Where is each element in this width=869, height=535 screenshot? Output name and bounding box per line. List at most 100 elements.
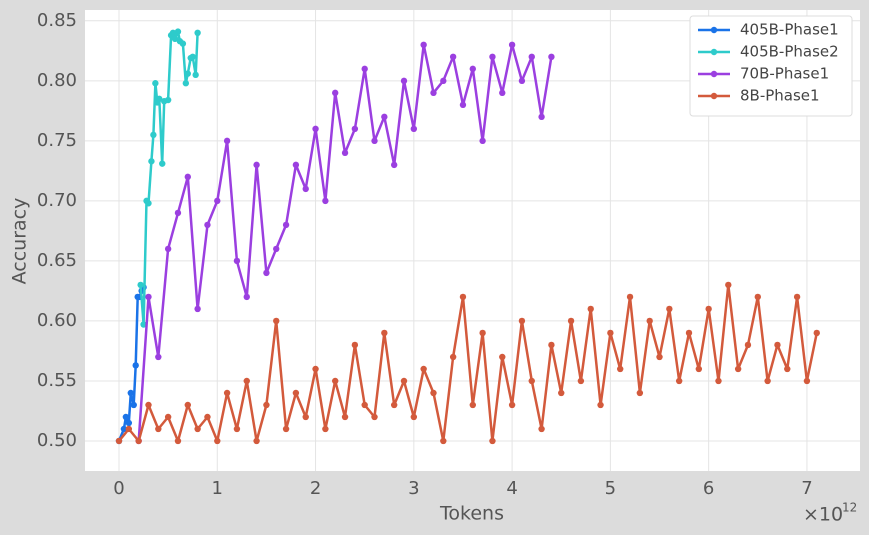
y-tick-label: 0.75 [37,130,77,151]
data-point [145,293,152,301]
series-line [118,283,819,443]
data-point [538,425,545,433]
data-point [155,425,162,433]
data-point [518,77,526,85]
data-point [135,437,142,445]
data-point [371,137,378,145]
data-point [528,377,535,385]
data-point [273,245,280,253]
data-point [174,437,182,445]
data-point [548,341,555,349]
data-point [148,158,155,165]
data-point [440,437,447,445]
data-point [705,305,712,313]
data-point [150,131,157,139]
x-multiplier: ×10 [803,504,843,526]
data-point [351,341,359,349]
legend-label: 405B-Phase1 [740,21,839,39]
data-point [130,401,137,409]
data-point [179,40,187,47]
x-tick-label: 7 [801,478,812,499]
data-point [233,425,241,433]
y-tick-label: 0.50 [37,430,77,451]
y-tick-label: 0.60 [37,310,77,331]
data-point [194,425,201,433]
data-point [803,377,811,385]
data-point [164,245,172,253]
data-point [764,377,771,385]
data-point [656,353,663,361]
data-point [390,161,398,169]
data-point [120,425,128,433]
data-point [508,401,516,409]
data-point [341,149,349,157]
data-point [125,419,133,427]
data-point [489,53,496,61]
data-point [145,401,152,409]
data-point [420,41,427,49]
data-point [233,257,241,265]
legend-label: 405B-Phase2 [740,43,839,61]
data-point [341,413,349,421]
data-point [410,413,418,421]
data-point [322,425,329,433]
data-point [204,413,211,421]
data-point [189,53,196,61]
y-tick-label: 0.65 [37,250,77,271]
data-point [597,401,604,409]
data-point [253,161,260,169]
data-point [243,377,250,385]
data-point [774,341,781,349]
legend-marker [710,92,718,100]
data-point [479,329,486,337]
data-point [508,41,516,49]
data-point [182,80,190,87]
data-point [744,341,752,349]
data-point [489,437,496,445]
data-point [390,401,398,409]
data-point [420,365,427,373]
data-point [214,437,221,445]
series [137,28,201,328]
data-point [263,401,270,409]
data-point [440,77,447,85]
legend-box [689,15,853,117]
x-tick-label: 1 [212,478,223,499]
data-point [371,413,378,421]
data-point [159,160,166,167]
data-point [813,329,820,337]
data-point [725,281,732,289]
data-point [322,197,329,205]
data-point [567,317,575,325]
data-point [122,413,130,421]
data-point [715,377,722,385]
data-point [184,401,191,409]
data-point [636,389,644,397]
data-point [332,89,339,97]
data-point [675,377,683,385]
data-point [204,221,211,229]
data-point [754,293,761,301]
x-axis-label: Tokens [439,503,504,525]
data-point [666,305,673,313]
data-point [155,353,162,361]
data-point [734,365,742,373]
data-point [243,293,250,301]
data-point [174,28,182,35]
data-point [312,125,319,133]
data-point [263,269,270,277]
data-point [607,329,614,337]
data-point [312,365,319,373]
x-tick-label: 3 [408,478,419,499]
data-point [617,365,624,373]
data-point [784,365,791,373]
data-point [469,401,476,409]
data-point [292,161,300,169]
data-point [518,317,526,325]
data-point [685,329,693,337]
data-point [184,70,191,77]
data-point [479,137,486,145]
series [115,281,820,445]
